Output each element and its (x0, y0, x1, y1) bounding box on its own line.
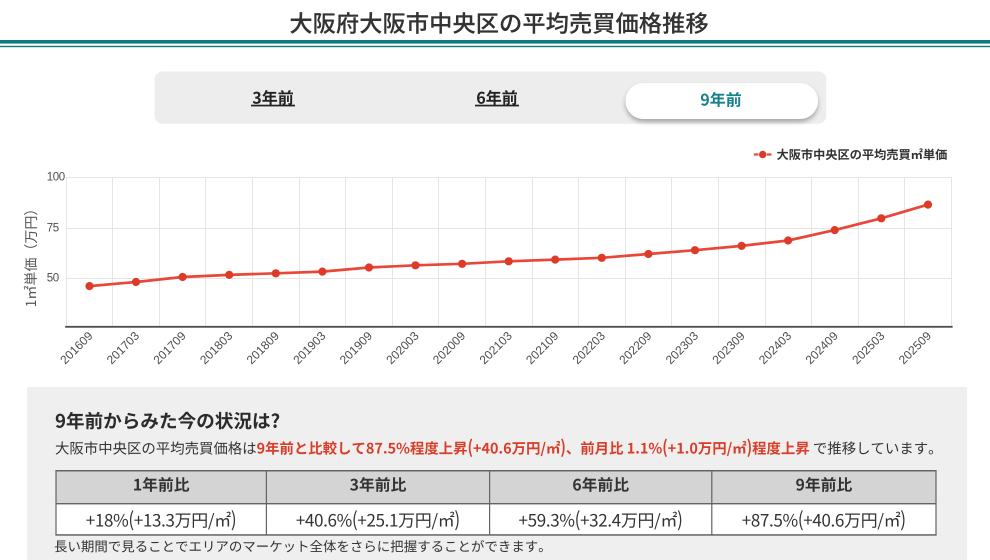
svg-text:201909: 201909 (337, 328, 375, 366)
svg-text:201809: 201809 (244, 328, 282, 366)
svg-text:202409: 202409 (803, 328, 841, 366)
svg-text:201703: 201703 (104, 328, 142, 366)
svg-text:202009: 202009 (430, 328, 468, 366)
svg-text:201803: 201803 (197, 328, 235, 366)
svg-text:50: 50 (47, 273, 59, 285)
svg-text:202209: 202209 (616, 328, 654, 366)
svg-text:75: 75 (47, 223, 59, 235)
svg-text:202109: 202109 (523, 328, 561, 366)
svg-text:202303: 202303 (663, 328, 701, 366)
svg-text:202403: 202403 (756, 328, 794, 366)
svg-text:202309: 202309 (710, 328, 748, 366)
svg-text:202503: 202503 (849, 328, 887, 366)
svg-text:100: 100 (47, 172, 65, 184)
svg-text:201609: 201609 (57, 328, 95, 366)
svg-text:202509: 202509 (896, 328, 934, 366)
svg-text:201903: 201903 (290, 328, 328, 366)
svg-text:202203: 202203 (570, 328, 608, 366)
svg-text:202103: 202103 (477, 328, 515, 366)
svg-text:201709: 201709 (151, 328, 189, 366)
svg-text:202003: 202003 (383, 328, 421, 366)
